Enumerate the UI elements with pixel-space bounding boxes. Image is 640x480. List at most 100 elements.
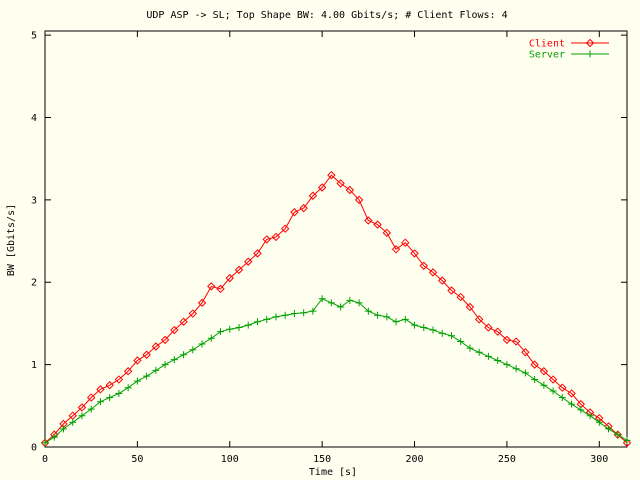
data-point-client bbox=[419, 261, 428, 270]
data-point-server bbox=[106, 394, 114, 402]
data-point-client bbox=[225, 273, 234, 283]
data-point-client bbox=[447, 286, 456, 295]
data-point-server bbox=[614, 431, 622, 439]
data-point-server bbox=[494, 357, 502, 365]
data-point-client bbox=[364, 216, 373, 225]
data-point-client bbox=[521, 348, 530, 357]
data-point-server bbox=[235, 324, 243, 332]
data-point-client bbox=[123, 367, 133, 376]
data-point-server bbox=[364, 307, 372, 315]
data-point-server bbox=[531, 375, 539, 383]
data-point-server bbox=[374, 311, 382, 319]
data-point-server bbox=[272, 313, 280, 321]
data-point-server bbox=[605, 425, 613, 433]
data-point-server bbox=[438, 329, 446, 337]
data-point-client bbox=[428, 268, 438, 277]
data-point-client bbox=[345, 185, 355, 195]
data-point-client bbox=[271, 232, 281, 242]
x-tick-label: 50 bbox=[131, 454, 143, 465]
data-point-client bbox=[207, 282, 216, 291]
data-point-server bbox=[623, 436, 631, 444]
data-point-server bbox=[96, 398, 104, 406]
data-point-server bbox=[383, 313, 391, 321]
data-point-server bbox=[87, 405, 95, 413]
data-point-client bbox=[308, 191, 318, 200]
data-point-client bbox=[502, 335, 512, 345]
data-point-server bbox=[318, 295, 326, 303]
data-point-server bbox=[521, 369, 529, 377]
plot-area bbox=[44, 30, 628, 448]
x-tick-label: 150 bbox=[313, 454, 331, 465]
data-point-client bbox=[170, 325, 179, 335]
data-point-server bbox=[309, 307, 317, 315]
series-server bbox=[41, 295, 631, 447]
data-point-client bbox=[133, 356, 142, 365]
data-point-server bbox=[300, 309, 308, 317]
data-point-client bbox=[114, 375, 124, 384]
data-point-client bbox=[530, 360, 539, 369]
chart-title: UDP ASP -> SL; Top Shape BW: 4.00 Gbits/… bbox=[146, 10, 507, 21]
data-point-client bbox=[96, 385, 105, 394]
series-layer bbox=[40, 170, 632, 448]
y-tick-label: 2 bbox=[31, 278, 37, 289]
data-point-server bbox=[133, 377, 141, 385]
data-point-client bbox=[262, 235, 271, 244]
data-point-server bbox=[549, 387, 557, 395]
data-point-client bbox=[456, 292, 465, 302]
x-axis-label: Time [s] bbox=[309, 467, 357, 478]
data-point-server bbox=[244, 321, 252, 329]
data-point-client bbox=[354, 195, 364, 205]
data-point-server bbox=[337, 303, 345, 311]
legend-label-server: Server bbox=[529, 50, 565, 61]
data-point-server bbox=[447, 332, 455, 340]
data-point-server bbox=[540, 381, 548, 389]
data-point-client bbox=[382, 228, 392, 238]
data-point-client bbox=[401, 238, 410, 247]
data-point-client bbox=[511, 337, 521, 346]
data-point-client bbox=[290, 208, 299, 217]
y-axis: 0 1 2 3 4 5 bbox=[31, 31, 627, 454]
data-point-server bbox=[59, 425, 67, 433]
data-point-server bbox=[503, 361, 511, 369]
data-point-client bbox=[622, 438, 632, 448]
x-axis: 0 50 100 150 200 250 300 bbox=[42, 31, 608, 465]
data-point-client bbox=[280, 224, 290, 233]
data-point-client bbox=[151, 342, 161, 351]
data-point-server bbox=[595, 418, 603, 426]
y-tick-label: 1 bbox=[31, 360, 37, 371]
data-point-server bbox=[290, 310, 298, 318]
data-point-client bbox=[317, 183, 327, 192]
data-point-client bbox=[179, 317, 188, 326]
data-point-server bbox=[558, 394, 566, 402]
data-point-server bbox=[152, 366, 160, 374]
data-point-server bbox=[346, 296, 354, 304]
legend-label-client: Client bbox=[529, 39, 565, 50]
data-point-client bbox=[438, 276, 447, 285]
data-point-server bbox=[78, 412, 86, 420]
data-point-server bbox=[586, 412, 594, 420]
data-point-client bbox=[86, 393, 96, 402]
data-point-client bbox=[373, 220, 382, 229]
data-point-server bbox=[207, 334, 215, 342]
data-point-server bbox=[484, 352, 492, 360]
data-point-client bbox=[299, 203, 308, 213]
data-point-server bbox=[411, 321, 419, 329]
data-point-server bbox=[457, 338, 465, 346]
data-point-server bbox=[189, 346, 197, 354]
data-point-server bbox=[124, 384, 132, 392]
data-point-server bbox=[180, 351, 188, 359]
data-point-server bbox=[263, 315, 271, 323]
data-point-client bbox=[160, 335, 170, 345]
x-tick-label: 0 bbox=[42, 454, 48, 465]
data-point-client bbox=[474, 315, 484, 324]
data-point-client bbox=[188, 309, 198, 318]
data-point-server bbox=[253, 318, 261, 326]
data-point-client bbox=[197, 298, 207, 308]
data-point-client bbox=[234, 265, 244, 275]
data-point-server bbox=[226, 325, 234, 333]
y-axis-label: BW [Gbits/s] bbox=[6, 204, 17, 276]
data-point-server bbox=[115, 389, 123, 397]
data-point-server bbox=[170, 356, 178, 364]
data-point-client bbox=[253, 249, 262, 258]
